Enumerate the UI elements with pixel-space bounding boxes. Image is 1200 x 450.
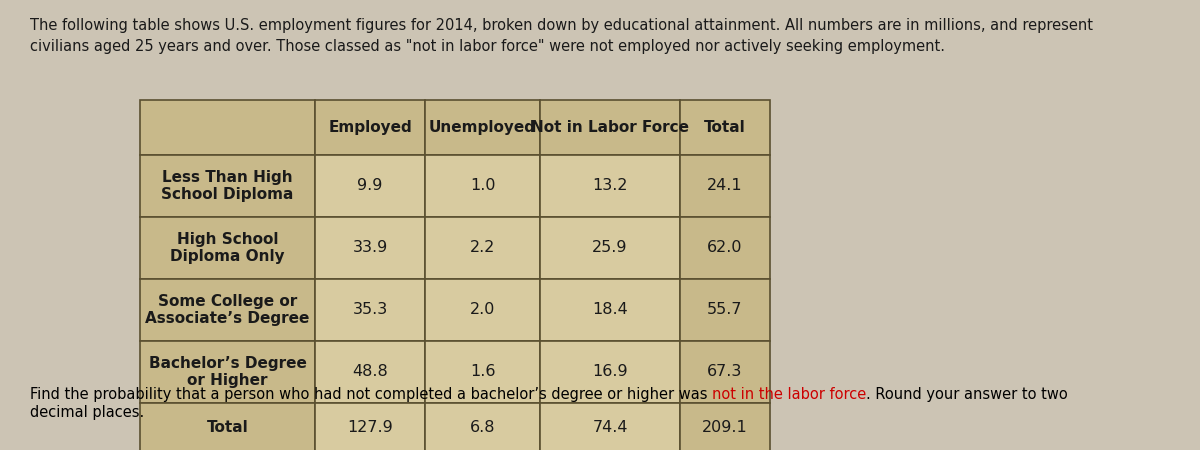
- Text: 74.4: 74.4: [593, 420, 628, 436]
- Bar: [540, 217, 680, 279]
- Bar: [425, 155, 540, 217]
- Text: . Round your answer to two: . Round your answer to two: [866, 387, 1068, 402]
- Text: decimal places.: decimal places.: [30, 405, 144, 420]
- Text: 67.3: 67.3: [707, 364, 743, 379]
- Text: Total: Total: [704, 120, 746, 135]
- Text: 55.7: 55.7: [707, 302, 743, 318]
- Text: Not in Labor Force: Not in Labor Force: [530, 120, 689, 135]
- Bar: [314, 217, 425, 279]
- Text: Total: Total: [206, 420, 248, 436]
- Bar: [680, 217, 770, 279]
- Bar: [425, 100, 540, 155]
- Bar: [540, 341, 680, 403]
- Bar: [314, 279, 425, 341]
- Text: Less Than High
School Diploma: Less Than High School Diploma: [161, 170, 294, 202]
- Text: 127.9: 127.9: [347, 420, 392, 436]
- Text: 1.0: 1.0: [469, 179, 496, 194]
- Text: 25.9: 25.9: [593, 240, 628, 256]
- Text: 35.3: 35.3: [353, 302, 388, 318]
- Text: 62.0: 62.0: [707, 240, 743, 256]
- Bar: [314, 100, 425, 155]
- Text: 9.9: 9.9: [358, 179, 383, 194]
- Text: 209.1: 209.1: [702, 420, 748, 436]
- Bar: [680, 155, 770, 217]
- Bar: [425, 217, 540, 279]
- Text: 16.9: 16.9: [592, 364, 628, 379]
- Text: Unemployed: Unemployed: [430, 120, 536, 135]
- Bar: [680, 279, 770, 341]
- Bar: [680, 403, 770, 450]
- Text: 2.2: 2.2: [470, 240, 496, 256]
- Text: 24.1: 24.1: [707, 179, 743, 194]
- Text: 6.8: 6.8: [469, 420, 496, 436]
- Bar: [540, 100, 680, 155]
- Bar: [140, 403, 314, 450]
- Text: High School
Diploma Only: High School Diploma Only: [170, 232, 284, 264]
- Text: Find the probability that a person who had not completed a bachelor’s degree or : Find the probability that a person who h…: [30, 387, 712, 402]
- Bar: [680, 341, 770, 403]
- Text: The following table shows U.S. employment figures for 2014, broken down by educa: The following table shows U.S. employmen…: [30, 18, 1093, 54]
- Bar: [314, 341, 425, 403]
- Bar: [425, 279, 540, 341]
- Bar: [425, 341, 540, 403]
- Bar: [540, 279, 680, 341]
- Bar: [140, 341, 314, 403]
- Text: 33.9: 33.9: [353, 240, 388, 256]
- Text: 2.0: 2.0: [470, 302, 496, 318]
- Text: Bachelor’s Degree
or Higher: Bachelor’s Degree or Higher: [149, 356, 306, 388]
- Text: Some College or
Associate’s Degree: Some College or Associate’s Degree: [145, 294, 310, 326]
- Text: not in the labor force: not in the labor force: [712, 387, 866, 402]
- Bar: [314, 155, 425, 217]
- Text: 18.4: 18.4: [592, 302, 628, 318]
- Text: 48.8: 48.8: [352, 364, 388, 379]
- Bar: [140, 155, 314, 217]
- Bar: [140, 217, 314, 279]
- Bar: [314, 403, 425, 450]
- Bar: [425, 403, 540, 450]
- Bar: [540, 155, 680, 217]
- Bar: [140, 279, 314, 341]
- Text: Employed: Employed: [328, 120, 412, 135]
- Text: 13.2: 13.2: [593, 179, 628, 194]
- Bar: [540, 403, 680, 450]
- Bar: [140, 100, 314, 155]
- Text: 1.6: 1.6: [469, 364, 496, 379]
- Bar: [680, 100, 770, 155]
